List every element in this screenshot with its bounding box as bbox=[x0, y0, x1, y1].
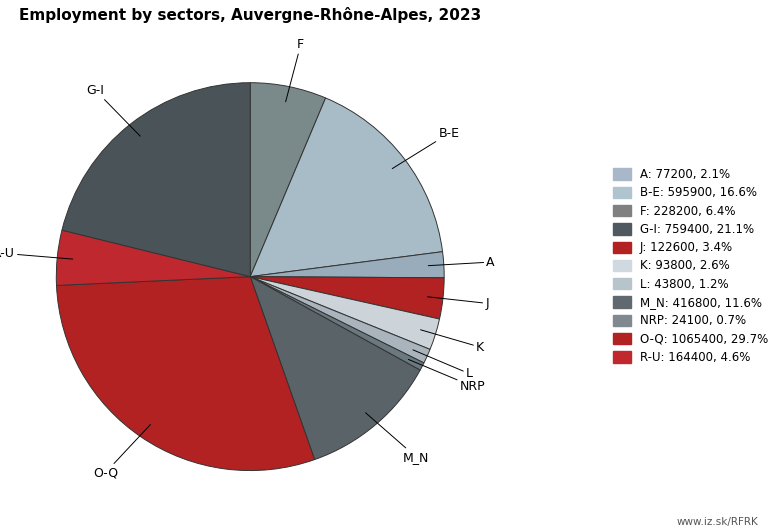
Wedge shape bbox=[250, 82, 325, 277]
Text: K: K bbox=[421, 330, 484, 354]
Wedge shape bbox=[250, 277, 439, 350]
Wedge shape bbox=[250, 98, 443, 277]
Text: NRP: NRP bbox=[408, 360, 486, 393]
Wedge shape bbox=[56, 277, 314, 471]
Wedge shape bbox=[250, 277, 430, 363]
Text: A: A bbox=[429, 255, 495, 269]
Wedge shape bbox=[250, 277, 444, 319]
Text: J: J bbox=[428, 297, 489, 310]
Text: www.iz.sk/RFRK: www.iz.sk/RFRK bbox=[676, 517, 759, 527]
Wedge shape bbox=[250, 277, 424, 370]
Legend: A: 77200, 2.1%, B-E: 595900, 16.6%, F: 228200, 6.4%, G-I: 759400, 21.1%, J: 1226: A: 77200, 2.1%, B-E: 595900, 16.6%, F: 2… bbox=[613, 168, 768, 364]
Text: R-U: R-U bbox=[0, 247, 73, 260]
Wedge shape bbox=[56, 230, 250, 286]
Wedge shape bbox=[250, 252, 444, 278]
Text: G-I: G-I bbox=[87, 84, 140, 136]
Text: M_N: M_N bbox=[365, 413, 429, 464]
Text: O-Q: O-Q bbox=[93, 425, 150, 479]
Text: B-E: B-E bbox=[393, 127, 460, 169]
Text: L: L bbox=[413, 350, 473, 380]
Title: Employment by sectors, Auvergne-Rhône-Alpes, 2023: Employment by sectors, Auvergne-Rhône-Al… bbox=[19, 7, 482, 23]
Wedge shape bbox=[62, 82, 250, 277]
Text: F: F bbox=[285, 38, 304, 102]
Wedge shape bbox=[250, 277, 420, 460]
